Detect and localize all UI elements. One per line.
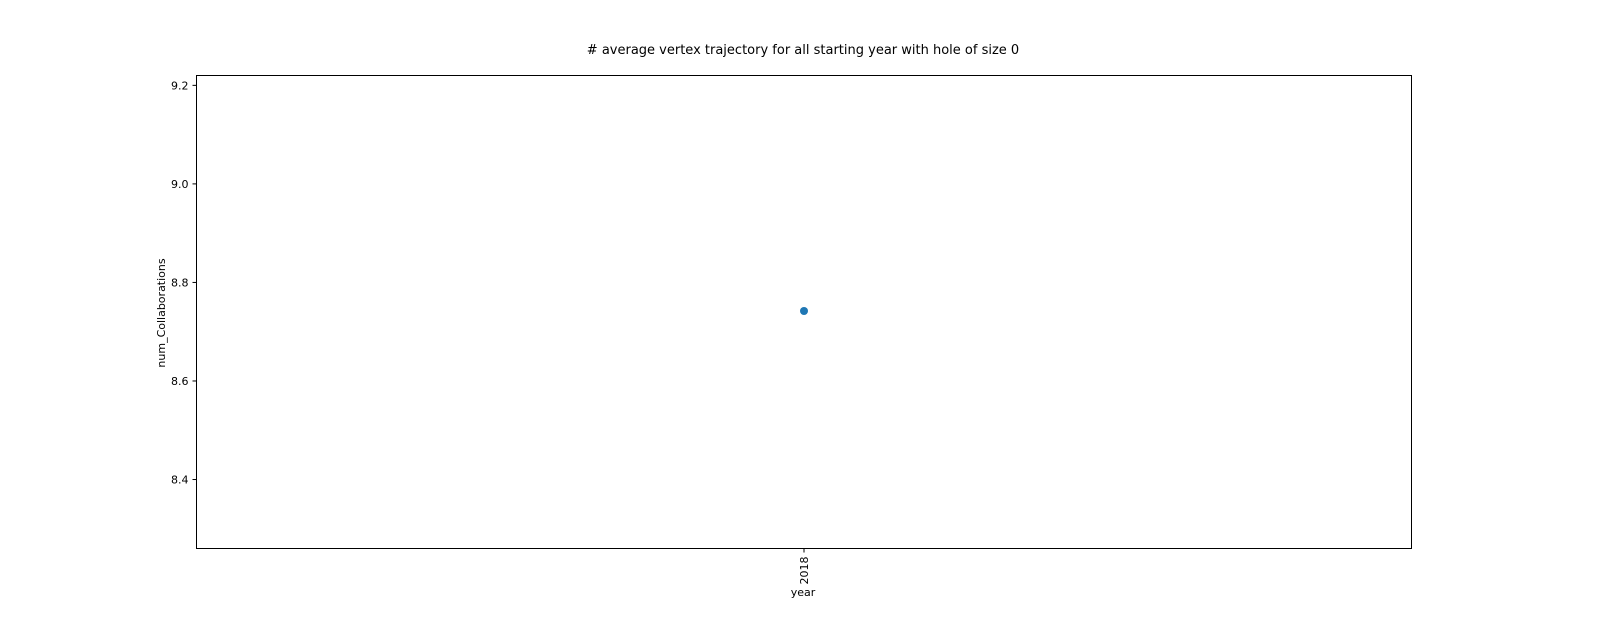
data-points	[800, 307, 808, 316]
x-tick-label: 2018	[798, 557, 811, 585]
y-tick-label: 9.2	[171, 79, 189, 92]
x-axis-label: year	[791, 586, 816, 599]
y-tick-label: 8.4	[171, 474, 189, 487]
plot-frame	[196, 75, 1412, 549]
y-tick-label: 9.0	[171, 178, 189, 191]
y-axis: 8.4 8.6 8.8 9.0 9.2	[171, 79, 197, 487]
x-axis: 2018	[798, 548, 811, 585]
data-point	[800, 307, 808, 316]
y-tick-label: 8.6	[171, 375, 189, 388]
y-tick-label: 8.8	[171, 276, 189, 289]
y-axis-label: num_Collaborations	[155, 258, 168, 367]
chart-title: # average vertex trajectory for all star…	[587, 43, 1019, 58]
